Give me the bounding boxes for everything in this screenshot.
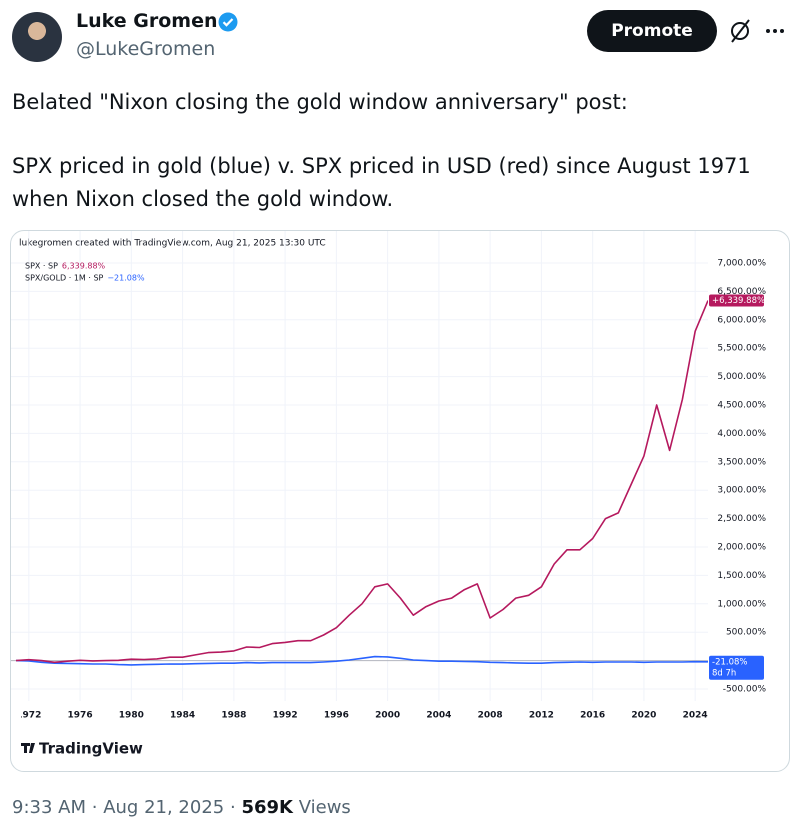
chart-header: lukegromen created with TradingView.com,… — [19, 239, 326, 249]
y-tick-label: 6,000.00% — [717, 315, 766, 325]
tweet-text: Belated "Nixon closing the gold window a… — [12, 90, 628, 114]
logo-text: TradingView — [39, 740, 143, 758]
x-tick-label: 2020 — [631, 711, 656, 721]
y-tick-label: 2,000.00% — [717, 543, 766, 553]
y-tick-label: 4,000.00% — [717, 429, 766, 439]
chart: lukegromen created with TradingView.com,… — [11, 231, 767, 758]
x-tick-label: 2024 — [683, 711, 708, 721]
avatar[interactable] — [12, 12, 62, 62]
views-label: Views — [298, 797, 351, 818]
overlay: -21.08%8d 7h +6,339.88% — [709, 294, 765, 680]
y-tick-label: -500.00% — [723, 685, 767, 695]
x-tick-label: 2008 — [478, 711, 503, 721]
x-tick-label: 1992 — [273, 711, 298, 721]
time[interactable]: 9:33 AM — [12, 797, 86, 818]
y-tick-label: 6,500.00% — [717, 287, 766, 297]
y-tick-label: 5,500.00% — [717, 344, 766, 354]
last-value-label: -21.08% — [712, 657, 747, 667]
tweet-footer: 9:33 AM · Aug 21, 2025 · 569K Views — [12, 797, 351, 818]
legend-value: −21.08% — [107, 274, 145, 283]
countdown-label: 8d 7h — [712, 668, 736, 678]
x-tick-label: 1976 — [68, 711, 93, 721]
y-tick-label: 5,000.00% — [717, 372, 766, 382]
separator: · — [91, 797, 98, 818]
tweet-icons — [731, 19, 784, 43]
y-tick-label: 3,500.00% — [717, 457, 766, 467]
x-tick-label: 2004 — [426, 711, 451, 721]
tradingview-logo: TradingView — [21, 740, 143, 758]
verified-badge — [218, 12, 238, 32]
date[interactable]: Aug 21, 2025 — [103, 797, 225, 818]
y-tick-label: 2,500.00% — [717, 514, 766, 524]
y-tick-label: 3,000.00% — [717, 486, 766, 496]
x-tick-label: 2000 — [375, 711, 400, 721]
views-count: 569K — [241, 797, 293, 818]
x-tick-label: 1972 — [16, 711, 41, 721]
x-tick-label: 2012 — [529, 711, 554, 721]
last-value-label: +6,339.88% — [712, 296, 765, 306]
x-tick-label: 1980 — [119, 711, 144, 721]
legend-name: SPX · SP — [25, 262, 58, 271]
author-handle[interactable]: @LukeGromen — [76, 38, 216, 60]
x-tick-label: 2016 — [580, 711, 605, 721]
x-tick-label: 1996 — [324, 711, 349, 721]
y-tick-label: 500.00% — [726, 628, 766, 638]
promote-button[interactable]: Promote — [587, 10, 717, 52]
chart-card[interactable]: lukegromen created with TradingView.com,… — [10, 230, 790, 772]
series-line — [15, 655, 708, 666]
legend-name: SPX/GOLD · 1M · SP — [25, 274, 104, 283]
last-value-box — [709, 294, 764, 307]
author-name[interactable]: Luke Gromen — [76, 10, 218, 32]
x-axis: 1972 1976 1980 1984 1988 1992 1996 2000 2004 2008… — [16, 711, 708, 721]
plot-area — [11, 231, 708, 701]
x-tick-label: 1984 — [170, 711, 195, 721]
series-line — [15, 300, 708, 664]
y-tick-label: 7,000.00% — [717, 259, 766, 269]
tweet-text: SPX priced in gold (blue) v. SPX priced … — [12, 154, 751, 211]
legend-value: 6,339.88% — [62, 262, 106, 271]
grok-icon[interactable] — [731, 19, 750, 43]
y-tick-label: 4,500.00% — [717, 401, 766, 411]
y-tick-label: 1,000.00% — [717, 599, 766, 609]
x-tick-label: 1988 — [221, 711, 246, 721]
more-icon[interactable] — [766, 29, 784, 33]
last-value-box — [709, 655, 764, 680]
separator: · — [229, 797, 236, 818]
y-tick-label: 1,500.00% — [717, 571, 766, 581]
